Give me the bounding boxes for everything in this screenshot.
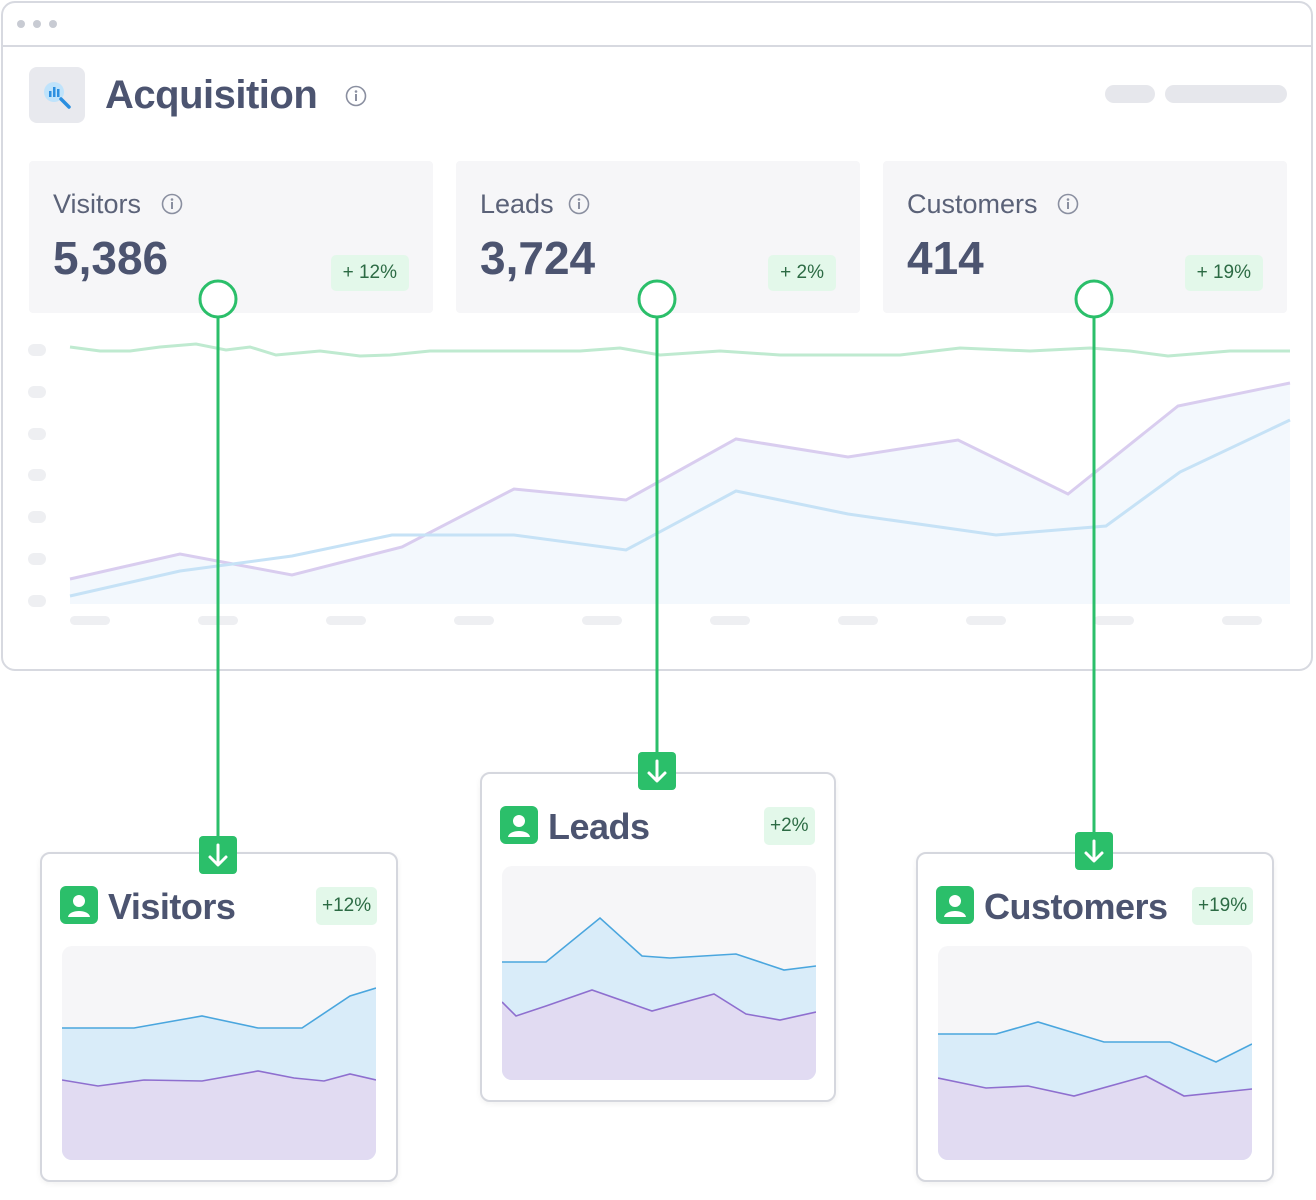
info-icon[interactable] <box>1057 193 1079 215</box>
mini-card-title: Leads <box>548 806 650 847</box>
placeholder-control[interactable] <box>1105 85 1155 103</box>
x-axis-ticks <box>70 616 1262 625</box>
y-axis-ticks <box>28 344 46 607</box>
stat-value: 5,386 <box>53 232 169 284</box>
arrow-down-icon <box>638 752 676 790</box>
series-line-purple <box>69 381 1291 581</box>
stat-card-customers[interactable]: Customers 414 + 19% <box>883 161 1287 313</box>
stat-label: Visitors <box>53 189 142 219</box>
mini-card-title: Customers <box>984 886 1168 927</box>
change-badge: + 12% <box>330 255 409 291</box>
info-icon[interactable] <box>345 85 367 107</box>
change-badge: + 2% <box>768 255 836 291</box>
mini-card-title: Visitors <box>108 886 236 927</box>
stat-label: Customers <box>907 189 1038 219</box>
mini-chart <box>62 946 376 1160</box>
window-control-dot[interactable] <box>49 20 57 28</box>
title-bar <box>3 3 1311 47</box>
user-icon <box>60 886 98 924</box>
stat-value: 414 <box>907 232 984 284</box>
change-badge: +19% <box>1192 887 1254 925</box>
connector-node <box>1074 279 1114 319</box>
stat-label: Leads <box>480 189 554 219</box>
mini-chart <box>938 946 1252 1160</box>
series-area <box>70 383 1290 604</box>
mini-card-visitors[interactable]: Visitors +12% <box>40 852 398 1182</box>
mini-chart <box>502 866 816 1080</box>
change-badge: +12% <box>316 887 378 925</box>
series-line-blue <box>69 418 1291 598</box>
arrow-down-icon <box>199 836 237 874</box>
search-chart-icon <box>29 67 85 123</box>
change-badge: +2% <box>764 807 815 845</box>
window-control-dot[interactable] <box>17 20 25 28</box>
arrow-down-icon <box>1075 832 1113 870</box>
mini-card-customers[interactable]: Customers +19% <box>916 852 1274 1182</box>
placeholder-control[interactable] <box>1165 85 1287 103</box>
info-icon[interactable] <box>568 193 590 215</box>
user-icon <box>936 886 974 924</box>
mini-card-leads[interactable]: Leads +2% <box>480 772 836 1102</box>
connector-node <box>637 279 677 319</box>
connector-node <box>198 279 238 319</box>
window-control-dot[interactable] <box>33 20 41 28</box>
acquisition-chart <box>28 342 1291 625</box>
series-line-green <box>69 342 1290 358</box>
page-title: Acquisition <box>105 73 318 117</box>
info-icon[interactable] <box>161 193 183 215</box>
stat-value: 3,724 <box>480 232 596 284</box>
change-badge: + 19% <box>1184 255 1263 291</box>
user-icon <box>500 806 538 844</box>
connector-lines <box>198 279 1114 838</box>
